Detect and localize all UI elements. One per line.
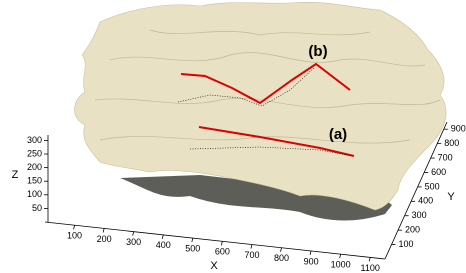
y-tick-label: 200 [405, 225, 420, 235]
z-tick-label: 100 [27, 189, 42, 199]
x-tick-label: 600 [215, 247, 230, 257]
x-tick-label: 800 [274, 253, 289, 263]
x-tick [221, 241, 222, 245]
x-tick-label: 300 [126, 237, 141, 247]
y-tick-label: 100 [399, 239, 414, 249]
x-tick-label: 700 [244, 250, 259, 260]
x-tick-label: 900 [304, 256, 319, 266]
annotation: (a) [329, 126, 347, 143]
y-tick-label: 700 [438, 152, 453, 162]
x-tick-label: 500 [185, 243, 200, 253]
x-tick [192, 238, 193, 242]
x-tick [162, 235, 163, 239]
y-tick-label: 800 [444, 138, 459, 148]
z-tick-label: 250 [27, 148, 42, 158]
z-tick-label: 50 [32, 203, 42, 213]
z-tick-label: 150 [27, 176, 42, 186]
z-axis-label: Z [12, 169, 19, 181]
x-tick [251, 245, 252, 249]
x-tick [133, 232, 134, 236]
x-tick-label: 400 [156, 240, 171, 250]
chart: (b) (a) X Y Z 100 200 300 400 500 600 700 800 90… [0, 0, 466, 273]
x-tick-label: 100 [67, 231, 82, 241]
y-axis-label: Y [447, 191, 455, 203]
x-tick-label: 200 [97, 234, 112, 244]
y-tick-label: 600 [431, 167, 446, 177]
x-tick [281, 248, 282, 252]
y-tick-label: 300 [412, 210, 427, 220]
z-tick-label: 300 [27, 135, 42, 145]
x-tick [369, 257, 370, 261]
annotation: (b) [308, 43, 327, 60]
x-tick-label: 1000 [331, 260, 351, 270]
y-tick-label: 400 [418, 196, 433, 206]
x-axis-label: X [210, 260, 218, 272]
x-tick [74, 225, 75, 229]
x-tick-label: 1100 [361, 263, 380, 273]
x-tick [310, 251, 311, 255]
y-tick-label: 500 [425, 181, 440, 191]
x-tick [103, 228, 104, 232]
z-tick-label: 200 [27, 162, 42, 172]
y-tick-label: 900 [451, 124, 466, 134]
x-tick [340, 254, 341, 258]
